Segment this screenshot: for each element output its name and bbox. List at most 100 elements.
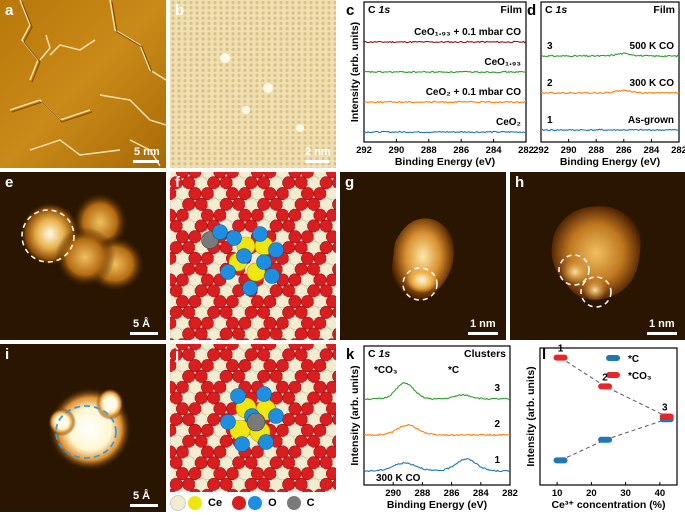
o-atom [276,187,290,201]
series-connector [560,418,667,461]
o-atom [294,262,308,276]
panel-b-stm-image: b 2 nm [170,0,336,168]
series-index: 3 [547,41,553,52]
o-atom [182,241,196,255]
panel-c-xps-chart: 292 290 288 286 284 282 Binding Energy (eV) Int… [340,0,536,172]
stm-cluster-g [340,172,506,340]
chart-title: C 1s [368,348,390,360]
stm-atomic-lattice [170,0,336,168]
o-cluster-atom [226,230,242,246]
o-atom [188,316,202,330]
ce-atom [194,348,208,362]
o-atom [215,338,225,340]
o-atom [200,273,214,287]
ce-atom [319,369,333,383]
ce-atom [194,305,208,319]
ce-atom [225,208,239,222]
o-atom [326,467,336,481]
ce-atom [269,348,283,362]
panel-j-atomic-model: j [170,344,336,492]
x-tick-label: 282 [518,145,534,156]
o-atom [200,316,214,330]
o-atom [282,284,296,298]
panel-d-xps-chart: 292 290 288 286 284 282 Binding Energy (eV) C 1… [523,0,685,172]
o-atom [182,327,196,340]
ce-atom [288,187,302,201]
series-connector [560,357,667,417]
o-atom [170,413,183,427]
legend-marker [606,372,620,378]
o-cluster-atom [212,224,228,240]
series-label: 300 K CO [630,78,675,89]
o-atom [269,284,283,298]
ce-atom [265,338,275,340]
ce-atom [313,344,327,351]
o-atom [263,295,277,309]
panel-label-c: c [346,2,355,19]
panel-f-atomic-model: f [170,172,336,340]
o-atom [188,467,202,481]
o-atom [276,316,290,330]
o-atom [301,187,315,201]
o-cluster-atom [220,414,236,430]
ce-atom [244,369,258,383]
ce-atom [307,241,321,255]
ce-atom [244,197,258,211]
ce-atom [313,172,327,179]
o-atom [282,219,296,233]
o-atom [301,316,315,330]
o-atom [307,262,321,276]
o-atom [176,344,189,351]
o-atom [207,348,221,362]
o-atom [207,413,221,427]
o-atom [269,219,283,233]
o-atom [182,348,196,362]
ce-atom [200,467,214,481]
ce-atom [200,295,214,309]
o-atom [251,344,264,351]
ce-atom [170,434,183,448]
panel-label-j: j [175,346,180,363]
o-atom [332,413,336,426]
peak-annotation-c: *C [448,365,459,376]
ce-atom [207,262,221,276]
ce-atom [232,305,246,319]
o-cluster-atom [256,386,272,402]
o-atom [200,187,214,201]
o-atom [207,391,221,405]
o-atom [176,380,189,394]
point-label: 3 [662,403,668,414]
o-atom [307,284,321,298]
ce-atom [269,305,283,319]
x-tick-label: 292 [533,145,549,156]
ce-atom [214,488,226,492]
ce-atom [332,284,336,297]
o-atom [188,295,202,309]
panel-i-stm-image: i 5 Å [0,344,166,512]
o-atom [288,230,302,244]
ce-atom [301,380,315,394]
ce-atom [282,434,296,448]
ce-atom [170,327,183,340]
x-tick-label: 284 [486,145,503,156]
o-atom [194,219,208,233]
o-atom [239,488,251,492]
o-atom [194,284,208,298]
ce-yellow-ball-icon [188,496,202,510]
series-line-1 [363,40,527,44]
o-cluster-atom [268,242,284,258]
o-atom [294,241,308,255]
ce-atom [219,456,233,470]
panel-label-i: i [5,346,10,363]
o-atom [313,380,327,394]
chart-title: C 1s [545,4,567,16]
o-atom [288,172,302,179]
panel-k-xps-chart: 290 288 286 284 282 Binding Energy (eV) Intens… [340,344,520,515]
o-atom [194,391,208,405]
o-atom [219,327,233,340]
o-atom [278,338,287,340]
o-atom [176,172,189,179]
panel-label-d: d [527,2,537,19]
o-atom [188,230,202,244]
legend-ce: Ce [208,497,223,509]
